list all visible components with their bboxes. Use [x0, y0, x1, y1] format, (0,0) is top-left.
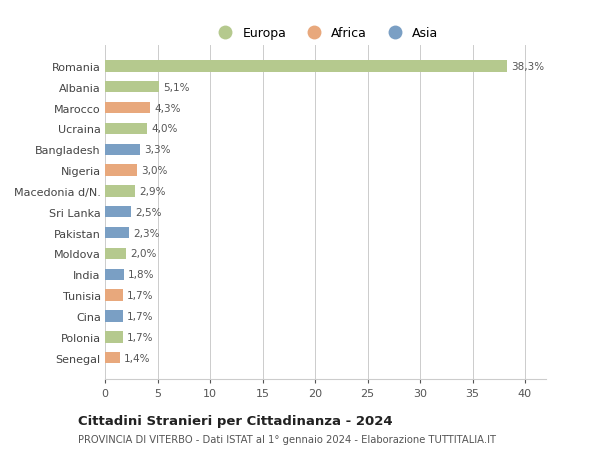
Text: 38,3%: 38,3%	[511, 62, 544, 72]
Text: Cittadini Stranieri per Cittadinanza - 2024: Cittadini Stranieri per Cittadinanza - 2…	[78, 414, 392, 428]
Text: 1,4%: 1,4%	[124, 353, 151, 363]
Bar	[105, 248, 126, 260]
Bar	[105, 103, 150, 114]
Text: PROVINCIA DI VITERBO - Dati ISTAT al 1° gennaio 2024 - Elaborazione TUTTITALIA.I: PROVINCIA DI VITERBO - Dati ISTAT al 1° …	[78, 434, 496, 443]
Text: 1,7%: 1,7%	[127, 332, 154, 342]
Text: 2,5%: 2,5%	[136, 207, 162, 217]
Text: 2,9%: 2,9%	[140, 186, 166, 196]
Bar	[105, 311, 123, 322]
Bar	[105, 165, 137, 176]
Bar	[105, 290, 123, 301]
Text: 5,1%: 5,1%	[163, 83, 189, 93]
Bar	[105, 61, 507, 73]
Text: 4,3%: 4,3%	[154, 103, 181, 113]
Bar	[105, 144, 140, 156]
Text: 2,0%: 2,0%	[130, 249, 157, 259]
Text: 1,7%: 1,7%	[127, 291, 154, 301]
Text: 3,3%: 3,3%	[144, 145, 170, 155]
Bar	[105, 82, 158, 93]
Bar	[105, 227, 129, 239]
Text: 3,0%: 3,0%	[140, 166, 167, 176]
Text: 4,0%: 4,0%	[151, 124, 178, 134]
Bar	[105, 207, 131, 218]
Text: 1,7%: 1,7%	[127, 311, 154, 321]
Text: 1,8%: 1,8%	[128, 270, 155, 280]
Bar	[105, 269, 124, 280]
Legend: Europa, Africa, Asia: Europa, Africa, Asia	[208, 22, 443, 45]
Bar	[105, 186, 136, 197]
Bar	[105, 331, 123, 343]
Text: 2,3%: 2,3%	[133, 228, 160, 238]
Bar	[105, 352, 120, 364]
Bar	[105, 123, 147, 135]
